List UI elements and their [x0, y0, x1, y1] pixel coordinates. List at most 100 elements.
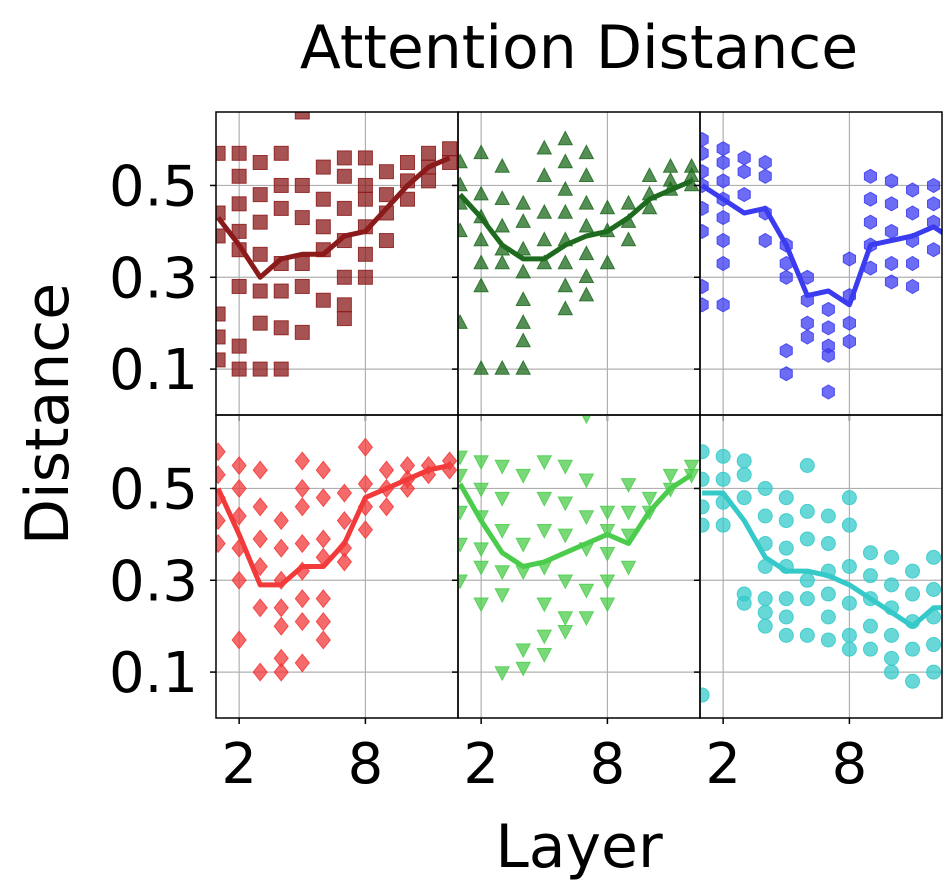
data-point	[905, 673, 921, 689]
data-point	[906, 182, 920, 198]
data-point	[599, 597, 616, 613]
data-point	[736, 467, 752, 483]
data-point	[294, 256, 310, 271]
data-point	[578, 194, 595, 210]
x-tick-label: 8	[832, 732, 868, 797]
data-point	[820, 536, 836, 552]
panel-4	[210, 414, 459, 724]
data-point	[421, 145, 437, 161]
data-point	[700, 131, 709, 148]
data-point	[757, 508, 773, 524]
data-point	[841, 559, 857, 574]
data-point	[716, 210, 730, 226]
data-point	[778, 513, 794, 529]
data-point	[294, 653, 310, 673]
data-point	[842, 251, 856, 267]
data-point	[494, 359, 511, 375]
data-point	[273, 510, 289, 531]
data-point	[700, 145, 709, 161]
data-point	[700, 444, 710, 460]
data-point	[883, 627, 899, 643]
data-point	[884, 173, 899, 189]
data-point	[252, 497, 268, 517]
data-point	[779, 343, 793, 359]
data-point	[216, 442, 226, 462]
data-point	[883, 650, 899, 666]
data-point	[536, 524, 553, 539]
data-point	[536, 455, 553, 471]
data-point	[700, 687, 710, 703]
data-point	[315, 159, 331, 175]
data-point	[231, 361, 247, 377]
data-point	[515, 194, 532, 210]
data-point	[494, 491, 511, 507]
data-point	[458, 153, 468, 169]
data-point	[357, 437, 374, 457]
data-point	[357, 191, 373, 207]
data-point	[926, 664, 942, 680]
data-point	[458, 176, 468, 192]
data-point	[294, 478, 310, 498]
data-point	[620, 560, 637, 576]
data-point	[842, 333, 856, 350]
data-point	[716, 141, 730, 157]
data-point	[716, 232, 730, 249]
data-point	[736, 595, 752, 611]
data-point	[778, 609, 794, 625]
data-point	[273, 616, 289, 636]
data-point	[536, 139, 553, 155]
data-point	[578, 611, 595, 627]
data-point	[458, 574, 468, 590]
data-point	[821, 384, 835, 400]
mean-line	[216, 463, 451, 588]
data-point	[536, 231, 553, 247]
data-point	[757, 618, 773, 634]
panel-frame	[699, 414, 943, 719]
data-point	[336, 483, 353, 503]
mean-line	[216, 155, 451, 280]
data-point	[758, 232, 772, 249]
data-point	[926, 549, 942, 565]
data-point	[557, 130, 574, 146]
data-point	[778, 490, 794, 506]
data-point	[231, 223, 247, 239]
data-point	[515, 661, 532, 677]
data-point	[252, 598, 268, 618]
data-point	[294, 451, 310, 471]
data-point	[578, 268, 595, 283]
data-point	[799, 503, 815, 519]
data-point	[252, 155, 268, 170]
data-point	[216, 352, 226, 368]
data-point	[557, 300, 574, 316]
data-point	[821, 320, 835, 336]
data-point	[315, 529, 331, 549]
data-point	[799, 531, 815, 547]
data-point	[599, 505, 616, 521]
data-point	[473, 144, 489, 160]
data-point	[252, 460, 268, 480]
data-point	[700, 278, 709, 295]
data-point	[515, 537, 532, 553]
data-point	[758, 168, 772, 184]
data-point	[841, 595, 857, 611]
data-point	[757, 480, 773, 496]
data-point	[515, 263, 532, 279]
data-point	[494, 588, 511, 604]
data-point	[494, 157, 511, 173]
data-point	[216, 145, 226, 161]
x-tick-label: 2	[221, 732, 257, 797]
data-point	[778, 627, 794, 643]
data-point	[336, 200, 352, 216]
data-point	[948, 601, 952, 615]
x-axis-label: Layer	[495, 812, 663, 882]
data-point	[820, 508, 836, 524]
data-point	[357, 520, 374, 540]
data-point	[779, 269, 793, 285]
data-point	[599, 199, 616, 215]
data-point	[820, 609, 836, 625]
data-point	[231, 145, 247, 161]
data-point	[294, 534, 310, 554]
data-point	[473, 185, 489, 201]
data-point	[294, 177, 310, 193]
data-point	[757, 604, 773, 620]
